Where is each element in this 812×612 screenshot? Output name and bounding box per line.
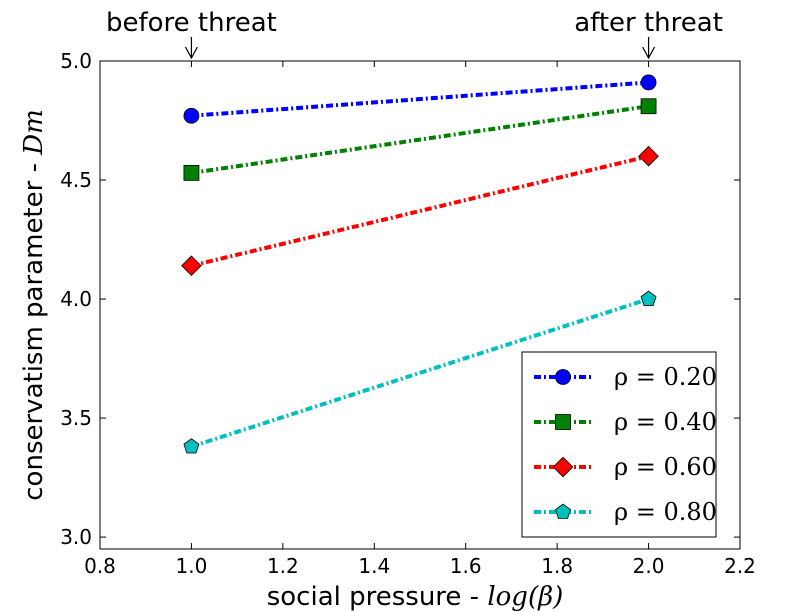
data-point bbox=[640, 74, 657, 91]
y-axis-label: conservatism parameter - Dm bbox=[19, 109, 49, 500]
legend: ρ = 0.20 ρ = 0.40 ρ = 0.60 ρ = 0.80 bbox=[521, 351, 717, 538]
y-axis-label-text: conservatism parameter - bbox=[19, 155, 49, 501]
data-point bbox=[640, 98, 657, 115]
legend-entry: ρ = 0.40 bbox=[534, 408, 717, 436]
series-2 bbox=[183, 98, 657, 181]
data-point bbox=[183, 107, 200, 124]
y-tick-label: 3.0 bbox=[60, 525, 92, 549]
data-point bbox=[183, 438, 200, 454]
x-axis-label-math: log(β) bbox=[487, 582, 563, 612]
data-point bbox=[183, 164, 200, 181]
x-tick-label: 2.0 bbox=[633, 554, 665, 578]
legend-box bbox=[521, 351, 717, 538]
x-tick-label: 1.0 bbox=[176, 554, 208, 578]
legend-marker bbox=[555, 414, 571, 430]
annotation-label: after threat bbox=[574, 8, 723, 38]
y-tick-label: 5.0 bbox=[60, 49, 92, 73]
y-axis-label-math: Dm bbox=[19, 109, 49, 156]
annotation-arrow-head bbox=[642, 46, 656, 60]
x-tick-label: 2.2 bbox=[724, 554, 756, 578]
x-tick-label: 1.6 bbox=[450, 554, 482, 578]
legend-marker bbox=[552, 456, 574, 478]
legend-label: ρ = 0.80 bbox=[614, 498, 717, 526]
data-point bbox=[638, 145, 659, 167]
y-tick-label: 4.5 bbox=[60, 168, 92, 192]
x-tick-label: 1.8 bbox=[541, 554, 573, 578]
legend-entry: ρ = 0.80 bbox=[534, 498, 717, 526]
x-axis-label: social pressure - log(β) bbox=[267, 582, 564, 612]
series-4 bbox=[183, 290, 657, 454]
annotation-label: before threat bbox=[106, 8, 277, 38]
legend-label: ρ = 0.20 bbox=[614, 363, 717, 391]
legend-entry: ρ = 0.20 bbox=[534, 363, 717, 391]
x-axis: 0.8 1.0 1.2 1.4 1.6 1.8 2.0 2.2 bbox=[84, 61, 756, 578]
data-point bbox=[181, 255, 202, 277]
x-axis-label-text: social pressure - bbox=[267, 582, 488, 612]
legend-label: ρ = 0.60 bbox=[614, 453, 717, 481]
data-point bbox=[640, 290, 657, 306]
series-3 bbox=[181, 145, 659, 277]
y-tick-label: 4.0 bbox=[60, 287, 92, 311]
y-tick-label: 3.5 bbox=[60, 406, 92, 430]
series-line bbox=[191, 104, 649, 175]
legend-entry: ρ = 0.60 bbox=[534, 453, 717, 481]
x-tick-label: 0.8 bbox=[84, 554, 116, 578]
series-layer bbox=[181, 74, 659, 454]
annotations: before threat after threat bbox=[106, 8, 723, 60]
annotation-arrow-head bbox=[184, 46, 198, 60]
series-line bbox=[191, 80, 649, 118]
series-line bbox=[190, 154, 650, 268]
y-axis: 3.0 3.5 4.0 4.5 5.0 bbox=[60, 49, 740, 549]
x-tick-label: 1.4 bbox=[358, 554, 390, 578]
legend-label: ρ = 0.40 bbox=[614, 408, 717, 436]
series-1 bbox=[183, 74, 657, 124]
x-tick-label: 1.2 bbox=[267, 554, 299, 578]
legend-marker bbox=[555, 503, 571, 519]
legend-marker bbox=[555, 369, 571, 385]
series-line bbox=[190, 297, 650, 449]
